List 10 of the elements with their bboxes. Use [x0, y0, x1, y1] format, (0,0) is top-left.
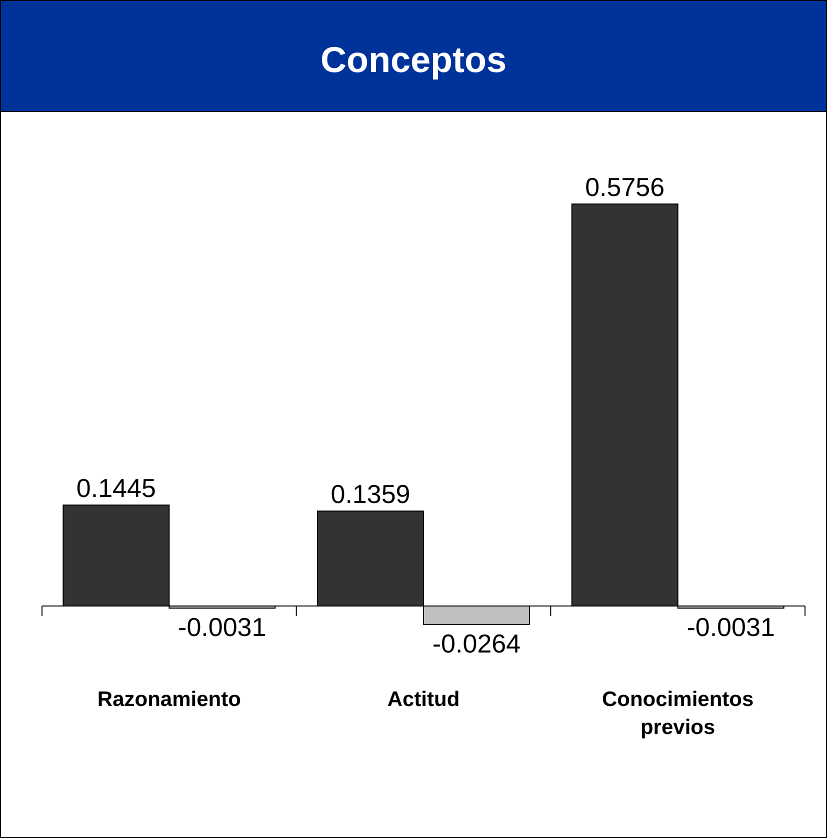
data-label: -0.0031 — [686, 612, 775, 642]
x-tick-label: Actitud — [387, 688, 460, 711]
x-tick-label: Conocimientos previos — [602, 688, 754, 739]
data-label: 0.1359 — [330, 479, 410, 510]
data-label: -0.0264 — [432, 628, 521, 658]
data-label: 0.1445 — [76, 473, 156, 504]
data-label: 0.5756 — [585, 172, 665, 202]
data-label: -0.0031 — [178, 612, 266, 642]
chart-title: Conceptos — [320, 39, 507, 80]
x-tick-label: Razonamiento — [97, 688, 241, 711]
